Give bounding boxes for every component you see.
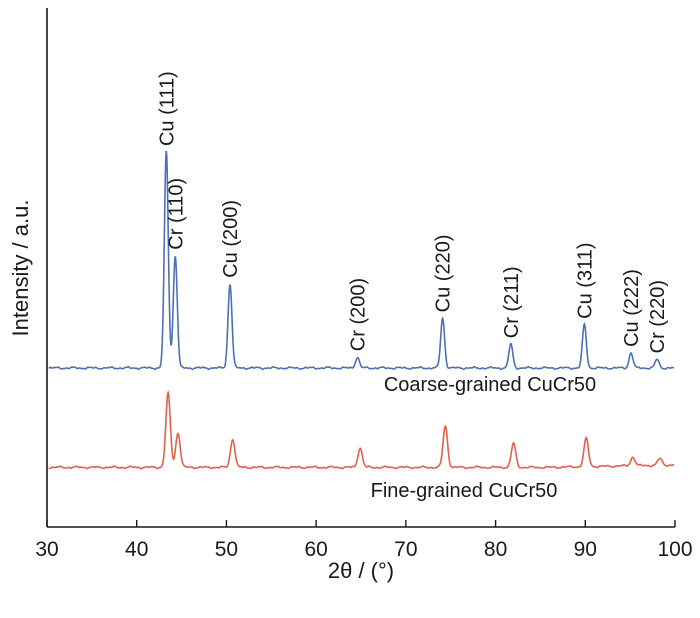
x-tick-label: 30 <box>35 538 58 561</box>
peak-label: Cr (211) <box>501 266 523 338</box>
peak-label: Cu (222) <box>621 269 643 347</box>
x-tick-label: 80 <box>484 538 507 561</box>
x-tick-label: 60 <box>304 538 327 561</box>
peak-label: Cu (311) <box>574 242 596 318</box>
peak-label: Cr (200) <box>347 278 369 351</box>
peak-label: Cu (111) <box>156 71 178 146</box>
peak-label: Cr (220) <box>647 280 669 353</box>
series-layer <box>48 150 675 470</box>
peak-label: Cu (220) <box>433 235 455 313</box>
x-tick-label: 40 <box>125 538 148 561</box>
series-name-label: Fine-grained CuCr50 <box>371 480 558 502</box>
peak-label: Cu (200) <box>220 200 242 278</box>
y-axis-title: Intensity / a.u. <box>8 200 33 337</box>
series-labels: Coarse-grained CuCr50 Fine-grained CuCr50 <box>371 374 597 502</box>
peak-labels: Cu (111) Cr (110) Cu (200) Cr (200) Cu (220)… <box>156 71 669 353</box>
x-tick-label: 50 <box>215 538 238 561</box>
series-line-coarse <box>48 150 675 371</box>
x-axis-title: 2θ / (°) <box>328 558 394 583</box>
x-tick-label: 100 <box>657 538 692 561</box>
series-name-label: Coarse-grained CuCr50 <box>384 374 596 396</box>
x-tick-label: 70 <box>394 538 417 561</box>
peak-label: Cr (110) <box>165 178 187 250</box>
axes <box>46 8 675 528</box>
x-tick-label: 90 <box>574 538 597 561</box>
series-line-fine <box>48 389 675 470</box>
x-ticks: 30 40 50 60 70 80 90 100 <box>35 520 693 561</box>
